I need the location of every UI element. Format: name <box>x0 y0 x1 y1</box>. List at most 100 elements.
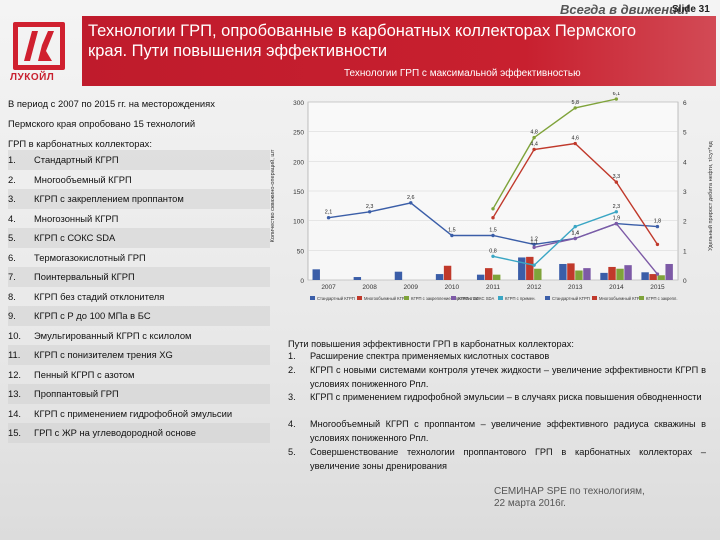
technology-item: 10. Эмульгированный КГРП с ксилолом <box>8 326 270 346</box>
series-point <box>491 254 495 258</box>
data-label: 1,4 <box>571 230 579 236</box>
slogan: Всегда в движении! <box>560 2 690 17</box>
legend-label: КГРП с СОКС SDA <box>458 296 495 301</box>
series-point <box>614 97 619 101</box>
bar <box>665 263 673 280</box>
category-label: 2012 <box>527 284 542 291</box>
series-point <box>532 263 536 267</box>
logo-text: ЛУКОЙЛ <box>10 72 55 83</box>
data-label: 2,3 <box>366 204 374 210</box>
right-tick-label: 6 <box>683 100 687 107</box>
page-title-line-1: Технологии ГРП, опробованные в карбонатн… <box>88 22 637 40</box>
technology-label: Эмульгированный КГРП с ксилолом <box>34 329 192 341</box>
series-point <box>655 272 660 276</box>
intro-line-3: ГРП в карбонатных коллекторах: <box>8 138 152 149</box>
series-point <box>573 224 577 229</box>
data-label: 1,4 <box>571 230 579 236</box>
series-point <box>367 210 372 214</box>
intro-line-1: В период с 2007 по 2015 гг. на месторожд… <box>8 98 215 109</box>
legend-swatch <box>357 296 362 300</box>
technology-label: Многообъемный КГРП <box>34 173 132 185</box>
lukoil-logo: ЛУКОЙЛ <box>8 18 76 88</box>
bar <box>518 257 526 280</box>
lukoil-logo-mark <box>13 22 65 70</box>
series-point <box>326 216 331 220</box>
data-label: 4,6 <box>571 136 579 142</box>
series-line <box>492 98 617 210</box>
technology-item: 13. Проппантовый ГРП <box>8 384 270 404</box>
technology-item: 15. ГРП с ЖР на углеводородной основе <box>8 423 270 443</box>
category-label: 2013 <box>568 284 583 291</box>
series-point <box>532 245 536 250</box>
legend-label: Стандартный КГРП <box>317 296 355 301</box>
technology-number: 10. <box>8 329 22 341</box>
technology-label: Термогазокислотный ГРП <box>34 251 146 263</box>
data-label: 2,1 <box>325 210 333 216</box>
data-label: 1,9 <box>613 216 621 222</box>
left-tick-label: 100 <box>293 219 304 226</box>
series-point <box>450 233 454 238</box>
legend-label: КГРП с закреплением проппантом <box>411 296 478 301</box>
way-text: Совершенствование технологии проппантово… <box>310 447 706 471</box>
category-label: 2009 <box>404 284 419 291</box>
series-point <box>491 233 495 238</box>
technology-number: 8. <box>8 290 16 302</box>
legend-label: КГРП с закрепл. <box>646 296 678 301</box>
technology-label: Многозонный КГРП <box>34 212 119 224</box>
technology-number: 3. <box>8 193 16 204</box>
technology-label: ГРП с ЖР на углеводородной основе <box>34 427 196 438</box>
bar <box>616 268 624 280</box>
bar <box>484 268 493 280</box>
technology-number: 6. <box>8 251 16 263</box>
category-label: 2015 <box>650 284 665 291</box>
right-tick-label: 4 <box>683 159 687 166</box>
left-tick-label: 200 <box>293 159 304 166</box>
bar <box>443 265 452 280</box>
title-banner: Технологии ГРП, опробованные в карбонатн… <box>82 16 716 86</box>
technology-number: 9. <box>8 310 16 321</box>
bar <box>641 272 649 280</box>
legend-label: КГРП с примен. <box>505 296 536 301</box>
legend-swatch <box>310 296 315 300</box>
way-number: 1. <box>288 351 296 361</box>
technology-number: 7. <box>8 271 16 282</box>
chart-subtitle: Технологии ГРП с максимальной эффективно… <box>344 68 581 79</box>
right-tick-label: 1 <box>683 248 687 255</box>
technology-item: 14. КГРП с применением гидрофобной эмульс… <box>8 404 270 424</box>
seminar-line-2: 22 марта 2016г. <box>494 498 566 509</box>
series-point <box>614 180 619 184</box>
bar <box>575 270 583 280</box>
technology-label: КГРП с понизителем трения XG <box>34 349 173 360</box>
data-label: 1,5 <box>489 228 497 234</box>
page-title: Технологии ГРП, опробованные в карбонатн… <box>88 21 698 61</box>
left-axis-label: Количество скважино-операций, шт <box>269 149 276 242</box>
category-label: 2011 <box>486 284 500 291</box>
series-line <box>533 222 658 275</box>
way-text: Расширение спектра применяемых кислотных… <box>310 351 550 361</box>
right-axis-label: Удельный прирост дебита нефти, т/сут*ед <box>707 140 714 250</box>
technology-item: 12. Пенный КГРП с азотом <box>8 365 270 385</box>
slide-number: Slide 31 <box>672 4 710 15</box>
series-point <box>409 201 413 205</box>
way-number: 2. <box>288 365 296 375</box>
bar <box>608 266 616 280</box>
left-tick-label: 250 <box>293 130 304 137</box>
bar <box>624 265 632 280</box>
bar <box>534 268 542 280</box>
bar <box>559 263 567 280</box>
series-point <box>573 106 577 110</box>
bar <box>353 277 362 280</box>
series-point <box>532 242 536 247</box>
series-point <box>573 141 577 146</box>
technology-number: 4. <box>8 212 16 224</box>
legend-swatch <box>498 296 503 300</box>
data-label: 3,3 <box>613 174 621 180</box>
series-point <box>655 224 660 229</box>
way-number: 4. <box>288 419 296 429</box>
left-tick-label: 0 <box>300 278 304 285</box>
data-label: 2,3 <box>613 204 621 210</box>
technology-number: 12. <box>8 368 22 380</box>
ways-heading: Пути повышения эффективности ГРП в карбо… <box>288 339 574 349</box>
way-text: Многообъемный КГРП с проппантом – увелич… <box>310 419 706 443</box>
technology-item: 3. КГРП с закреплением проппантом <box>8 189 270 209</box>
